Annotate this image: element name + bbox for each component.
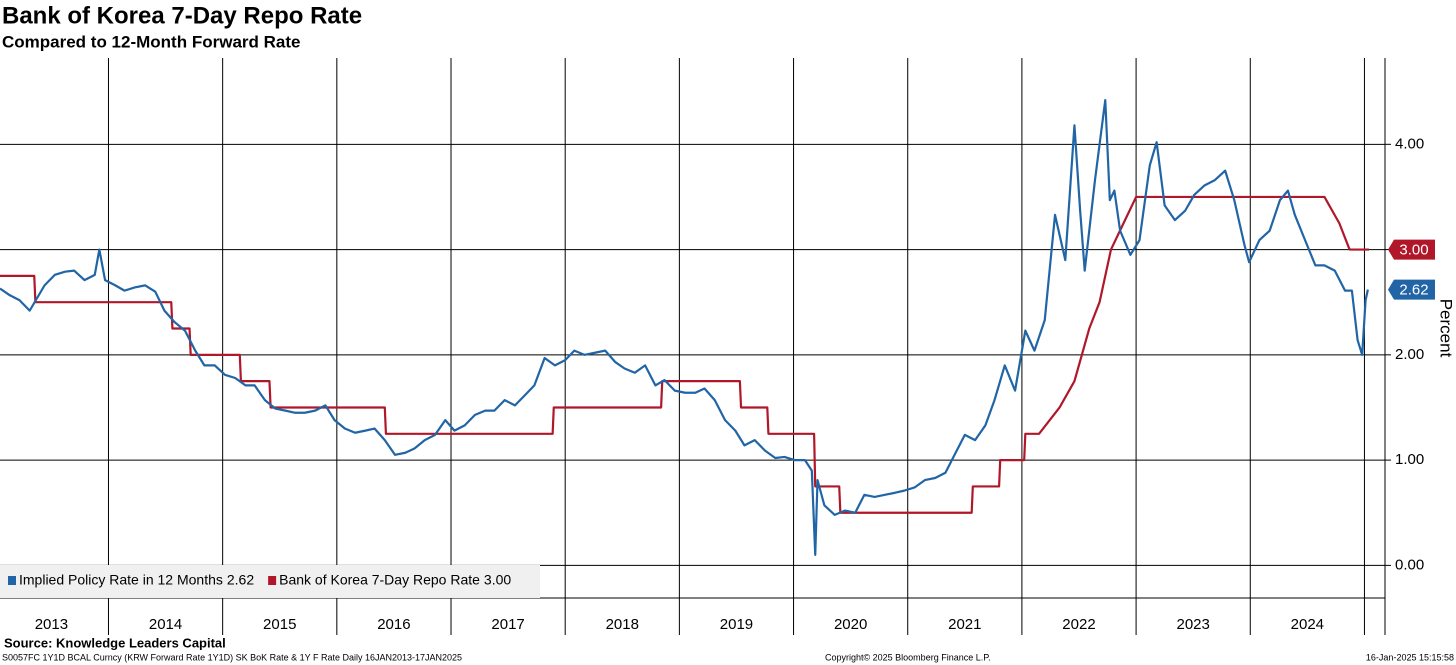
x-tick-label: 2017 <box>491 616 524 633</box>
legend-value: 3.00 <box>484 572 511 588</box>
chart-subtitle: Compared to 12-Month Forward Rate <box>2 32 300 51</box>
x-tick-label: 2021 <box>948 616 981 633</box>
x-tick-label: 2016 <box>377 616 410 633</box>
tag-label: 3.00 <box>1399 242 1428 259</box>
last-value-tag: 3.00 <box>1388 239 1435 260</box>
x-tick-label: 2018 <box>606 616 639 633</box>
x-tick-label: 2019 <box>720 616 753 633</box>
y-tick-label: 4.00 <box>1395 135 1424 152</box>
x-tick-label: 2020 <box>834 616 867 633</box>
y-tick-label: 1.00 <box>1395 451 1424 468</box>
x-tick-label: 2023 <box>1176 616 1209 633</box>
legend: Implied Policy Rate in 12 Months 2.62 Bank… <box>0 565 540 598</box>
copyright: Copyright© 2025 Bloomberg Finance L.P. <box>825 652 991 662</box>
legend-label: Bank of Korea 7-Day Repo Rate <box>279 572 480 588</box>
chart-title: Bank of Korea 7-Day Repo Rate <box>2 2 362 29</box>
y-axis-label: Percent <box>1437 299 1456 358</box>
tag-box <box>1388 239 1435 260</box>
y-tick-label: 0.00 <box>1395 556 1424 573</box>
legend-swatch <box>8 576 16 585</box>
x-tick-label: 2024 <box>1291 616 1324 633</box>
series-line <box>0 99 1369 556</box>
series-line <box>0 195 1370 514</box>
y-tick-label: 2.00 <box>1395 346 1424 363</box>
x-tick-label: 2015 <box>263 616 296 633</box>
x-tick-label: 2022 <box>1062 616 1095 633</box>
x-tick-label: 2014 <box>149 616 182 633</box>
legend-swatch <box>268 576 277 585</box>
legend-value: 2.62 <box>227 572 254 588</box>
tag-box <box>1388 279 1435 300</box>
last-value-tag: 2.62 <box>1388 279 1435 300</box>
timestamp: 16-Jan-2025 15:15:58 <box>1366 652 1454 662</box>
x-tick-label: 2013 <box>35 616 68 633</box>
source: Source: Knowledge Leaders Capital <box>4 635 226 650</box>
footnote: S0057FC 1Y1D BCAL Curncy (KRW Forward Ra… <box>2 652 462 662</box>
legend-label: Implied Policy Rate in 12 Months <box>19 572 223 588</box>
tag-label: 2.62 <box>1399 282 1428 299</box>
